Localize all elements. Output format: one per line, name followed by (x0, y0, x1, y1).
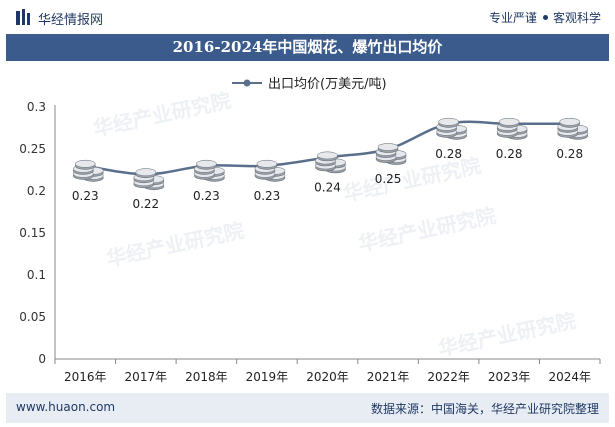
footer-source: 数据来源：中国海关，华经产业研究院整理 (370, 402, 599, 416)
slogan-left: 专业严谨 (488, 11, 537, 25)
data-point-marker (72, 159, 104, 182)
data-label: 0.22 (132, 197, 159, 211)
y-tick-label: 0.2 (27, 184, 46, 198)
separator-dot-icon (542, 15, 548, 20)
y-tick-label: 0.15 (19, 226, 46, 240)
slogan-right: 客观科学 (552, 11, 601, 25)
watermark-text: 华经产业研究院 (91, 88, 233, 141)
data-label: 0.23 (193, 189, 220, 203)
data-label: 0.25 (375, 172, 402, 186)
footer-url: www.huaon.com (16, 400, 116, 414)
x-tick-label: 2020年 (306, 370, 349, 384)
y-tick-label: 0.05 (19, 310, 46, 324)
x-tick-label: 2017年 (125, 370, 168, 384)
data-point-marker (375, 143, 407, 165)
x-tick-label: 2018年 (185, 370, 228, 384)
data-point-marker (194, 159, 225, 182)
x-tick-label: 2022年 (427, 370, 470, 384)
data-point-marker (436, 117, 467, 140)
x-tick-label: 2019年 (246, 370, 289, 384)
y-tick-label: 0.3 (27, 100, 46, 114)
y-tick-label: 0.25 (19, 142, 46, 156)
data-point-marker (557, 117, 589, 140)
data-label: 0.23 (72, 189, 99, 203)
x-tick-label: 2016年 (64, 370, 107, 384)
chart-area: 华经产业研究院 华经产业研究院 华经产业研究院 华经产业研究院 华经产业研究院 出口均价(… (0, 61, 615, 393)
data-point-marker (496, 117, 528, 140)
watermark-text: 华经产业研究院 (436, 308, 578, 361)
data-label: 0.28 (435, 147, 462, 161)
footer-bar: www.huaon.com 数据来源：中国海关，华经产业研究院整理 (6, 393, 609, 423)
data-label: 0.28 (496, 147, 523, 161)
watermark-text: 华经产业研究院 (341, 153, 483, 206)
data-point-marker (133, 168, 165, 191)
data-label: 0.28 (556, 147, 583, 161)
header-bar: 华经情报网 专业严谨 客观科学 (0, 0, 615, 34)
line-chart: 华经产业研究院华经产业研究院华经产业研究院华经产业研究院华经产业研究院出口均价(… (19, 77, 601, 384)
data-label: 0.24 (314, 180, 341, 194)
x-tick-label: 2024年 (548, 370, 591, 384)
data-point-marker (315, 151, 346, 174)
x-tick-label: 2023年 (488, 370, 531, 384)
chart-title: 2016-2024年中国烟花、爆竹出口均价 (6, 34, 609, 61)
brand-name: 华经情报网 (38, 13, 104, 28)
logo-icon (16, 9, 30, 25)
legend-label: 出口均价(万美元/吨) (268, 77, 387, 92)
data-point-marker (254, 159, 286, 182)
y-tick-label: 0 (38, 352, 46, 366)
watermark-text: 华经产业研究院 (356, 203, 498, 256)
legend-marker-icon (243, 79, 251, 87)
watermark-text: 华经产业研究院 (104, 218, 246, 271)
y-tick-label: 0.1 (27, 268, 46, 282)
data-label: 0.23 (254, 189, 281, 203)
x-tick-label: 2021年 (367, 370, 410, 384)
slogan: 专业严谨 客观科学 (489, 9, 601, 26)
